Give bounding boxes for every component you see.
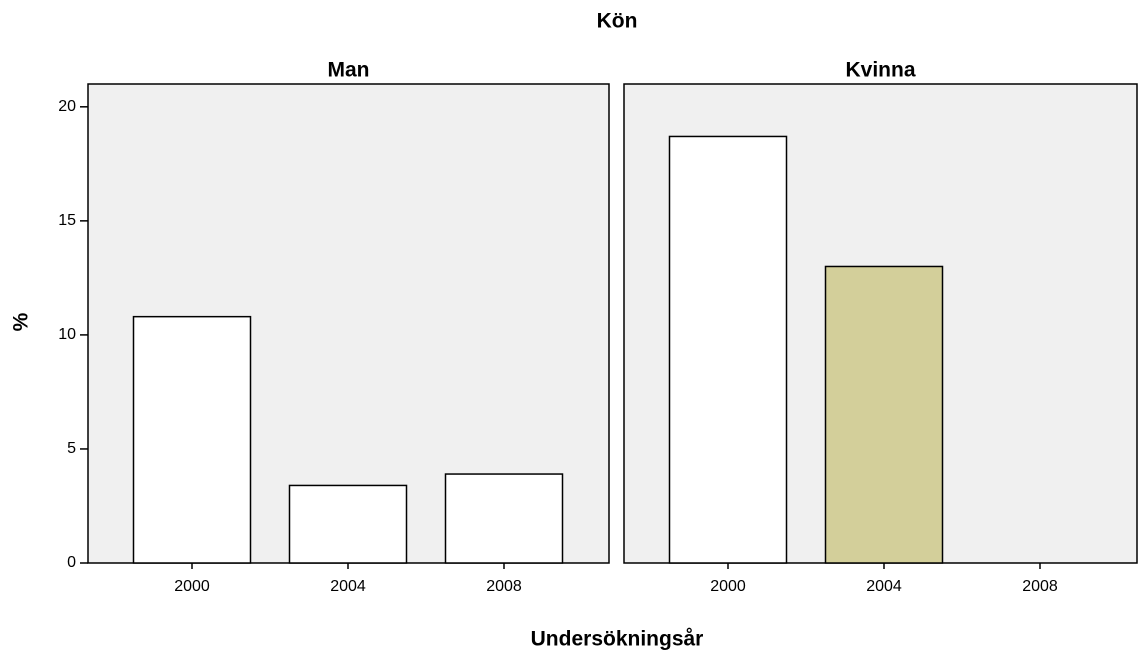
x-axis-label: Undersökningsår [531,628,704,651]
x-tick-label: 2000 [710,578,746,595]
panel-title: Kvinna [845,59,915,82]
y-tick-label: 10 [58,326,76,343]
x-tick-label: 2004 [866,578,902,595]
bar [444,473,564,564]
x-tick-label: 2000 [174,578,210,595]
bar [824,265,944,564]
x-tick-label: 2008 [486,578,522,595]
bar [288,484,408,564]
y-tick-label: 15 [58,212,76,229]
x-tick-label: 2008 [1022,578,1058,595]
x-tick-label: 2004 [330,578,366,595]
chart-title: Kön [597,10,638,33]
y-tick-label: 5 [67,440,76,457]
bar [132,315,252,564]
y-tick-label: 0 [67,554,76,571]
panel-title: Man [328,59,370,82]
bar [668,135,788,564]
y-tick-label: 20 [58,98,76,115]
y-axis-label: % [10,312,33,331]
